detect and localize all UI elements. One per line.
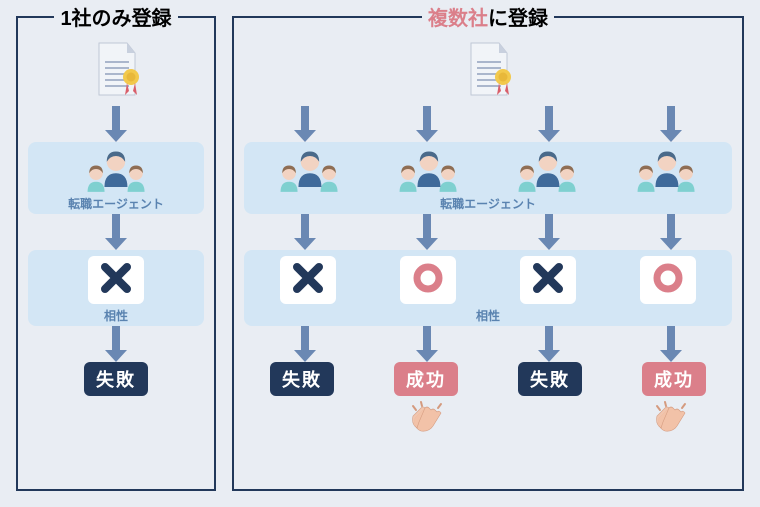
arrow-icon [658, 214, 684, 250]
result-pill: 成功 [642, 362, 706, 396]
agent-group-icon [635, 148, 697, 192]
compat-box: 相性 [28, 250, 204, 326]
x-mark-icon [99, 261, 133, 300]
compat-label: 相性 [104, 307, 128, 324]
title-accent: 複数社 [428, 8, 488, 30]
title-text: 1社のみ [60, 8, 131, 30]
compat-label: 相性 [476, 307, 500, 324]
arrow-icon [658, 326, 684, 362]
agents-box: 転職エージェント [244, 142, 732, 214]
clap-icon [407, 400, 447, 441]
title-middle: に [488, 8, 508, 30]
document-icon [461, 41, 515, 106]
agents-box: 転職エージェント [28, 142, 204, 214]
x-mark-icon [531, 261, 565, 300]
arrow-icon [103, 214, 129, 250]
mark-cell [640, 256, 696, 304]
agent-group-icon [516, 148, 578, 192]
panel-multi: 複数社に登録 [232, 16, 744, 491]
agents-label: 転職エージェント [440, 195, 536, 212]
arrow-icon [658, 106, 684, 142]
arrow-icon [536, 326, 562, 362]
agent-group-icon [278, 148, 340, 192]
o-mark-icon [411, 261, 445, 300]
x-mark-icon [291, 261, 325, 300]
mark-cell [280, 256, 336, 304]
arrow-icon [536, 214, 562, 250]
compat-box: 相性 [244, 250, 732, 326]
title-suffix: 登録 [508, 8, 548, 30]
mark-cell [88, 256, 144, 304]
agents-label: 転職エージェント [68, 195, 164, 212]
agent-group-icon [85, 148, 147, 192]
mark-cell [520, 256, 576, 304]
arrow-icon [414, 106, 440, 142]
arrow-icon [103, 326, 129, 362]
result-pill: 失敗 [84, 362, 148, 396]
arrow-icon [292, 326, 318, 362]
o-mark-icon [651, 261, 685, 300]
arrow-icon [414, 326, 440, 362]
document-icon [89, 41, 143, 106]
agent-group-icon [397, 148, 459, 192]
result-pill: 失敗 [518, 362, 582, 396]
arrow-icon [536, 106, 562, 142]
arrow-icon [292, 214, 318, 250]
clap-icon [651, 400, 691, 441]
panel-single: 1社のみ登録 転職エージェント [16, 16, 216, 491]
result-pill: 成功 [394, 362, 458, 396]
result-pill: 失敗 [270, 362, 334, 396]
panel-single-title: 1社のみ登録 [54, 2, 177, 31]
arrow-icon [292, 106, 318, 142]
arrow-icon [103, 106, 129, 142]
panel-multi-title: 複数社に登録 [422, 2, 554, 31]
title-suffix: 登録 [132, 8, 172, 30]
mark-cell [400, 256, 456, 304]
arrow-icon [414, 214, 440, 250]
